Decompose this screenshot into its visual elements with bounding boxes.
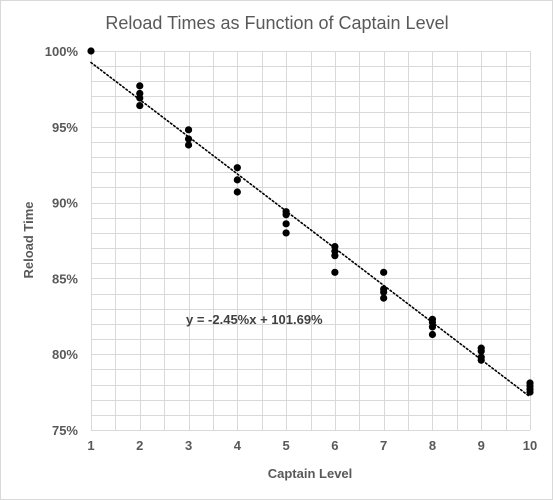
- data-point: [136, 94, 144, 102]
- data-point: [477, 356, 485, 364]
- data-point: [428, 330, 437, 339]
- x-axis-title: Captain Level: [268, 466, 353, 481]
- data-point: [184, 141, 193, 149]
- data-point: [184, 126, 193, 134]
- chart-title: Reload Times as Function of Captain Leve…: [105, 13, 448, 33]
- trendline: [90, 61, 531, 398]
- trendline-layer: [90, 61, 531, 398]
- data-point: [428, 323, 437, 331]
- data-point: [526, 388, 534, 396]
- x-tick-label: 7: [380, 438, 387, 453]
- data-point: [282, 229, 290, 237]
- x-tick-label: 5: [282, 438, 289, 453]
- y-tick-label: 100%: [45, 44, 79, 59]
- y-tick-label: 85%: [52, 271, 78, 286]
- data-point: [380, 294, 388, 302]
- trendline-equation: y = -2.45%x + 101.69%: [186, 312, 323, 327]
- data-point: [380, 288, 388, 296]
- x-tick-label: 8: [429, 438, 436, 453]
- x-tick-label: 10: [523, 438, 537, 453]
- data-point: [233, 164, 241, 172]
- data-point: [380, 268, 388, 276]
- y-axis-title: Reload Time: [21, 201, 36, 278]
- x-tick-label: 4: [234, 438, 242, 453]
- y-tick-label: 75%: [52, 423, 78, 438]
- y-tick-label: 95%: [52, 120, 78, 135]
- tick-labels: 1 2 3 4 5 6 7 8 9 10 75% 80% 85% 90% 95% 100%: [45, 44, 537, 453]
- y-tick-label: 90%: [52, 196, 78, 211]
- data-points: [87, 47, 534, 396]
- data-point: [282, 220, 290, 228]
- y-tick-label: 80%: [52, 347, 78, 362]
- data-point: [331, 268, 339, 276]
- data-point: [282, 211, 290, 219]
- data-point: [331, 252, 339, 260]
- data-point: [233, 176, 241, 184]
- x-tick-label: 6: [331, 438, 338, 453]
- data-point: [87, 47, 95, 55]
- data-point: [136, 82, 144, 90]
- x-tick-label: 1: [87, 438, 94, 453]
- data-point: [477, 347, 485, 355]
- x-tick-label: 3: [185, 438, 192, 453]
- x-tick-label: 9: [478, 438, 485, 453]
- grid: [91, 51, 531, 431]
- data-point: [233, 188, 241, 196]
- data-point: [136, 101, 144, 110]
- data-point: [184, 135, 193, 143]
- x-tick-label: 2: [136, 438, 143, 453]
